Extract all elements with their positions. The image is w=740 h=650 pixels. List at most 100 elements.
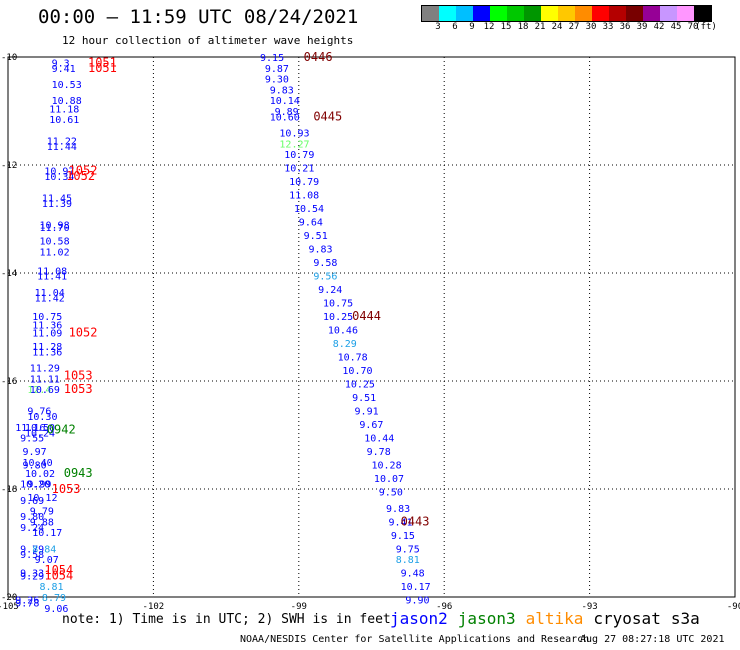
color-scale-label: 33	[602, 22, 614, 32]
wave-height-label: 9.15	[260, 53, 284, 64]
wave-height-label: 9.99	[27, 480, 51, 491]
wave-height-label: 9.79	[30, 507, 54, 518]
wave-height-label: 10.17	[401, 582, 431, 593]
wave-height-label: 9.06	[44, 604, 68, 615]
chart-subtitle: 12 hour collection of altimeter wave hei…	[62, 34, 354, 47]
wave-height-label: 11.70	[40, 223, 70, 234]
wave-height-label: 10.70	[342, 366, 372, 377]
color-scale-bar	[421, 5, 712, 22]
wave-height-label: 10.53	[52, 80, 82, 91]
wave-height-label: 10.28	[372, 461, 402, 472]
chart-title: 00:00 – 11:59 UTC 08/24/2021	[38, 6, 359, 28]
wave-height-label: 9.91	[355, 407, 379, 418]
wave-height-label: 10.54	[294, 204, 324, 215]
pass-time-label: 1053	[64, 369, 93, 383]
color-swatch-2	[456, 6, 473, 21]
color-swatch-4	[490, 6, 507, 21]
wave-height-label: 10.30	[27, 412, 57, 423]
wave-height-label: 10.88	[52, 96, 82, 107]
wave-height-label: 9.55	[20, 434, 44, 445]
pass-time-label: 0443	[401, 514, 430, 528]
wave-height-label: 9.67	[359, 420, 383, 431]
wave-height-label: 9.48	[401, 569, 425, 580]
footer-credit: NOAA/NESDIS Center for Satellite Applica…	[240, 634, 590, 645]
wave-height-label: 10.21	[284, 164, 314, 175]
wave-height-label: 10.07	[374, 474, 404, 485]
wave-height-label: 9.69	[20, 496, 44, 507]
wave-height-label: 10.25	[323, 312, 353, 323]
x-tick-label: -105	[0, 602, 19, 612]
footer-timestamp: Aug 27 08:27:18 UTC 2021	[580, 634, 725, 645]
color-swatch-1	[439, 6, 456, 21]
pass-time-label: 1052	[69, 163, 98, 177]
pass-time-label: 0444	[352, 309, 381, 323]
pass-time-label: 1054	[44, 563, 73, 577]
wave-height-label: 11.28	[32, 342, 62, 353]
color-swatch-10	[592, 6, 609, 21]
color-scale-label: 45	[670, 22, 682, 32]
legend-altika: altika	[525, 609, 584, 628]
wave-height-label: 10.20	[20, 480, 50, 491]
wave-height-label: 10.79	[284, 150, 314, 161]
color-scale-label: (ft)	[695, 22, 717, 32]
wave-height-label: 11.45	[42, 193, 72, 204]
color-swatch-11	[609, 6, 626, 21]
wave-height-label: 10.46	[328, 326, 358, 337]
wave-height-label: 9.87	[265, 64, 289, 75]
wave-height-label: 9.64	[299, 218, 323, 229]
legend-cryosat: cryosat	[593, 609, 661, 628]
y-tick-label: -20	[1, 593, 17, 603]
color-swatch-15	[677, 6, 694, 21]
wave-height-label: 11.08	[37, 266, 67, 277]
wave-height-label: 9.90	[405, 596, 429, 607]
y-tick-label: -18	[1, 485, 17, 495]
wave-height-label: 11.41	[37, 272, 67, 283]
color-swatch-6	[524, 6, 541, 21]
wave-height-label: 10.75	[323, 299, 353, 310]
wave-height-label: 9.29	[20, 571, 44, 582]
wave-height-label: 10.78	[338, 353, 368, 364]
pass-time-label: 1051	[88, 61, 117, 75]
wave-height-label: 9.51	[304, 231, 328, 242]
color-swatch-14	[660, 6, 677, 21]
color-swatch-3	[473, 6, 490, 21]
color-swatch-9	[575, 6, 592, 21]
wave-height-label: 11.36	[32, 320, 62, 331]
wave-height-label: 10.79	[289, 177, 319, 188]
y-tick-label: -16	[1, 377, 17, 387]
y-tick-label: -10	[1, 53, 17, 63]
wave-height-label: 11.39	[42, 199, 72, 210]
pass-time-label: 1053	[64, 382, 93, 396]
note-text: note: 1) Time is in UTC; 2) SWH is in fe…	[62, 612, 391, 627]
pass-time-label: 0446	[304, 50, 333, 64]
wave-height-label: 11.29	[30, 364, 60, 375]
pass-time-label: 1052	[66, 169, 95, 183]
pass-time-label: 1054	[44, 568, 73, 582]
legend-s3a: s3a	[670, 609, 700, 628]
wave-height-label: 9.97	[23, 447, 47, 458]
plot-frame	[7, 56, 736, 598]
color-swatch-7	[541, 6, 558, 21]
wave-height-label: 11.11	[30, 374, 60, 385]
color-swatch-0	[422, 6, 439, 21]
wave-height-label: 8.79	[42, 593, 66, 604]
y-tick-label: -12	[1, 161, 17, 171]
wave-height-label: 11.04	[35, 288, 65, 299]
wave-height-label: 9.79	[20, 544, 44, 555]
wave-height-label: 10.24	[25, 428, 55, 439]
color-swatch-12	[626, 6, 643, 21]
wave-height-label: 9.83	[308, 245, 332, 256]
wave-height-label: 10.44	[364, 434, 394, 445]
wave-height-label: 9.15	[391, 531, 415, 542]
wave-height-label: 10.17	[32, 528, 62, 539]
color-scale-label: 30	[585, 22, 597, 32]
wave-height-label: 11.09	[32, 328, 62, 339]
color-scale-label: 39	[636, 22, 648, 32]
pass-time-label: 1053	[52, 482, 81, 496]
wave-height-label: 10.93	[279, 129, 309, 140]
wave-height-label: 9.56	[313, 272, 337, 283]
wave-height-label: 11.18	[49, 104, 79, 115]
y-tick-label: -14	[1, 269, 17, 279]
wave-height-label: 9.78	[367, 447, 391, 458]
wave-height-label: 10.34	[44, 172, 74, 183]
